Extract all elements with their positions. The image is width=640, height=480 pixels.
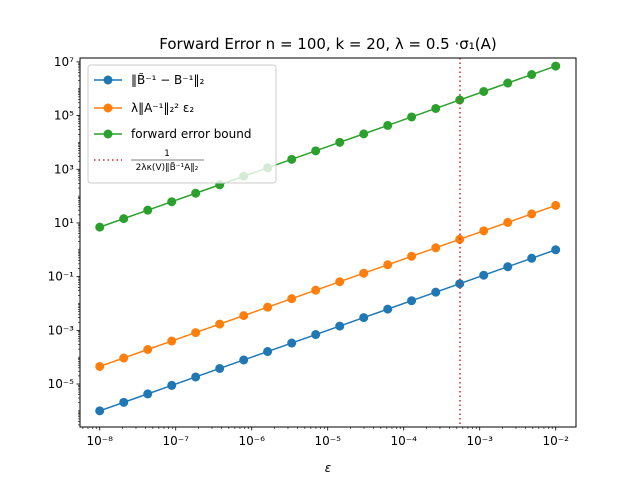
y-tick-label: 10³: [54, 162, 74, 176]
series-1-point: [503, 262, 513, 272]
series-2-point: [95, 361, 105, 371]
legend-label-numerator: 1: [164, 149, 170, 159]
series-3-point: [479, 86, 489, 96]
series-2-point: [143, 345, 153, 354]
series-1-point: [335, 321, 345, 331]
series-2-point: [215, 319, 225, 329]
series-2-point: [527, 209, 537, 219]
series-1-point: [215, 363, 225, 373]
series-1-point: [479, 270, 489, 280]
series-3-point: [191, 188, 201, 198]
series-3-point: [287, 154, 297, 164]
series-3-point: [551, 61, 561, 71]
x-tick-label: 10⁻⁸: [87, 434, 114, 448]
x-tick-label: 10⁻³: [466, 434, 493, 448]
x-tick-label: 10⁻⁴: [390, 434, 417, 448]
series-2-point: [335, 277, 345, 287]
series-1-point: [167, 380, 177, 390]
series-2-point: [479, 226, 489, 236]
series-3-point: [95, 222, 105, 232]
y-tick-label: 10⁵: [54, 109, 74, 123]
series-1-point: [551, 245, 561, 255]
series-3-point: [143, 205, 153, 215]
x-tick-label: 10⁻²: [542, 434, 569, 448]
series-3-point: [335, 137, 345, 147]
series-2-point: [311, 285, 321, 295]
legend-marker: [103, 129, 113, 139]
series-2-point: [359, 268, 369, 278]
series-1-point: [119, 397, 129, 407]
series-2-point: [239, 311, 249, 321]
series-2-point: [431, 243, 441, 253]
series-1-point: [359, 313, 369, 323]
series-1: [95, 245, 561, 416]
y-tick-label: 10⁻³: [48, 323, 75, 337]
series-2-point: [407, 251, 417, 261]
series-3-point: [311, 146, 321, 156]
y-tick-label: 10¹: [54, 216, 74, 230]
series-3-point: [383, 120, 393, 130]
y-tick-label: 10⁻⁵: [48, 377, 75, 391]
series-1-point: [287, 338, 297, 348]
series-1-point: [527, 253, 537, 263]
series-3-point: [527, 70, 537, 80]
series-3-point: [119, 214, 129, 224]
x-tick-label: 10⁻⁶: [239, 434, 266, 448]
series-2-point: [167, 336, 177, 346]
series-3-point: [359, 129, 369, 139]
series-3-point: [167, 197, 177, 207]
legend-marker: [103, 75, 113, 85]
chart-title: Forward Error n = 100, k = 20, λ = 0.5 ·…: [159, 35, 496, 53]
series-1-point: [407, 296, 417, 306]
series-1-point: [95, 406, 105, 416]
legend-box: [87, 64, 277, 184]
legend: ‖B̃⁻¹ − B⁻¹‖₂ λ‖A⁻¹‖₂² ε₂ forward error bo…: [87, 64, 277, 184]
series-2-point: [503, 217, 513, 227]
plot-frame: [79, 57, 577, 428]
series-1-point: [191, 372, 201, 382]
series-3-point: [431, 103, 441, 113]
series-2-point: [287, 294, 297, 304]
series-2-point: [551, 200, 561, 210]
series-1-point: [311, 330, 321, 340]
series-3-point: [503, 78, 513, 88]
series-2-point: [191, 328, 201, 338]
legend-label: λ‖A⁻¹‖₂² ε₂: [131, 101, 194, 115]
series-2: [95, 200, 561, 371]
series-2-point: [263, 302, 273, 312]
plot-series: [95, 58, 561, 427]
legend-label: ‖B̃⁻¹ − B⁻¹‖₂: [131, 73, 204, 87]
series-2-point: [119, 353, 129, 363]
series-1-point: [431, 287, 441, 297]
x-tick-label: 10⁻⁵: [315, 434, 342, 448]
legend-label-denominator: 2λκ(V)‖B̃⁻¹A‖₂: [136, 161, 199, 173]
series-1-point: [383, 304, 393, 314]
x-axis-label: ε: [325, 461, 332, 475]
legend-label: forward error bound: [131, 127, 251, 141]
series-1-point: [143, 389, 153, 399]
y-tick-label: 10⁷: [54, 55, 74, 69]
x-tick-label: 10⁻⁷: [163, 434, 190, 448]
series-3-point: [407, 112, 417, 122]
series-2-point: [383, 260, 393, 270]
legend-marker: [103, 103, 113, 113]
y-tick-label: 10⁻¹: [48, 270, 75, 284]
series-1-point: [263, 347, 273, 357]
series-1-point: [239, 355, 249, 365]
